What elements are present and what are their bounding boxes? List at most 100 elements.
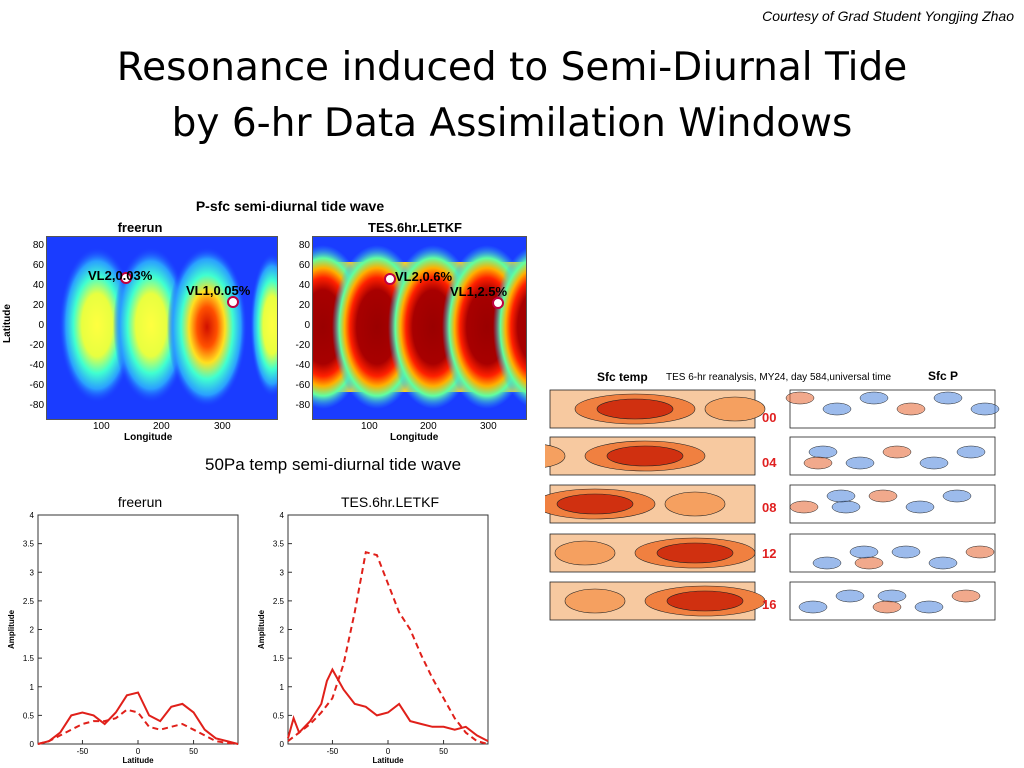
ytick: -80 xyxy=(29,400,44,411)
y-tick-label: 3 xyxy=(280,568,285,577)
sfc-temp-blob xyxy=(564,588,626,614)
y-tick-label: 2 xyxy=(30,626,35,635)
x-tick-label: 0 xyxy=(386,747,391,756)
temp-left-title: freerun xyxy=(117,494,163,510)
psfc-left-xlabel: Longitude xyxy=(124,432,173,443)
y-tick-label: 3.5 xyxy=(273,540,285,549)
hour-label: 16 xyxy=(762,597,777,612)
sfc-temp-core xyxy=(556,493,634,515)
temp-right-title: TES.6hr.LETKF xyxy=(340,494,440,510)
y-axis-label: Amplitude xyxy=(257,609,266,649)
psfc-right-xlabel: Longitude xyxy=(390,432,439,443)
slide-title: Resonance induced to Semi-Diurnal Tide b… xyxy=(0,40,1024,152)
x-tick-label: -50 xyxy=(77,747,89,756)
sfc-p-blob xyxy=(970,402,1000,416)
psfc-header: P-sfc semi-diurnal tide wave xyxy=(195,198,385,214)
sfc-p-blob xyxy=(965,545,995,559)
psfc-ylabel: Latitude xyxy=(1,304,13,343)
psfc-left-vl2: VL2,0.03% xyxy=(88,268,153,283)
reanalysis-grid xyxy=(504,382,1000,628)
sfc-p-panel xyxy=(789,389,996,429)
ytick: -60 xyxy=(29,380,44,391)
hour-label: 00 xyxy=(762,410,777,425)
y-tick-label: 2.5 xyxy=(273,597,285,606)
sfc-p-blob xyxy=(789,500,819,514)
temp-freerun-plot: 4 3.5 3 2.5 2 1.5 1 0.5 0 -50 0 50 Latitude Amplitude xyxy=(7,511,239,765)
sfc-p-blob xyxy=(872,600,902,614)
y-tick-label: 4 xyxy=(280,511,285,520)
letkf-series-dashed-line xyxy=(287,550,489,745)
sfc-p-blob xyxy=(822,402,852,416)
psfc-right-vl1: VL1,2.5% xyxy=(450,284,508,299)
sfc-p-blob xyxy=(942,489,972,503)
ytick: -60 xyxy=(295,380,310,391)
psfc-right-title: TES.6hr.LETKF xyxy=(368,220,462,235)
hour-label: 04 xyxy=(762,455,777,470)
sfc-p-blob xyxy=(933,391,963,405)
sfc-p-blob xyxy=(914,600,944,614)
xtick: 300 xyxy=(214,421,231,432)
ytick: 40 xyxy=(298,280,310,291)
sfc-p-label: Sfc P xyxy=(928,369,959,383)
xtick: 200 xyxy=(420,421,437,432)
letkf-series-solid-line xyxy=(287,667,489,742)
y-tick-label: 1.5 xyxy=(23,654,35,663)
y-tick-label: 4 xyxy=(30,511,35,520)
ytick: 80 xyxy=(32,240,44,251)
ytick: -40 xyxy=(295,360,310,371)
sfc-p-blob xyxy=(812,556,842,570)
sfc-p-blob xyxy=(798,600,828,614)
sfc-p-blob xyxy=(831,500,861,514)
x-tick-label: 50 xyxy=(189,747,198,756)
hour-label: 12 xyxy=(762,546,777,561)
hour-label: 08 xyxy=(762,500,777,515)
reanalysis-grid-svg xyxy=(504,389,1000,621)
sfc-temp-core xyxy=(606,445,684,467)
sfc-temp-blob xyxy=(704,396,766,422)
sfc-p-blob xyxy=(877,589,907,603)
xtick: 300 xyxy=(480,421,497,432)
x-tick-label: 0 xyxy=(136,747,141,756)
sfc-temp-core xyxy=(656,542,734,564)
x-axis-label: Latitude xyxy=(372,756,404,765)
ytick: 60 xyxy=(298,260,310,271)
sfc-p-blob xyxy=(849,545,879,559)
xtick: 100 xyxy=(93,421,110,432)
y-tick-label: 2 xyxy=(280,626,285,635)
sfc-temp-label: Sfc temp xyxy=(597,370,648,384)
temp-letkf-plot: 4 3.5 3 2.5 2 1.5 1 0.5 0 -50 0 50 Latitude Amplitude xyxy=(257,511,489,765)
psfc-right-vl2: VL2,0.6% xyxy=(395,269,453,284)
ytick: 60 xyxy=(32,260,44,271)
sfc-p-blob xyxy=(845,456,875,470)
freerun-series-dashed-line xyxy=(37,708,239,745)
x-tick-label: 50 xyxy=(439,747,448,756)
y-tick-label: 0 xyxy=(30,740,35,749)
xtick: 200 xyxy=(153,421,170,432)
y-tick-label: 3.5 xyxy=(23,540,35,549)
y-tick-label: 1 xyxy=(30,683,35,692)
psfc-freerun-svg xyxy=(47,237,294,419)
reanalysis-caption: TES 6-hr reanalysis, MY24, day 584,unive… xyxy=(666,372,892,383)
ytick: -20 xyxy=(295,340,310,351)
sfc-p-blob xyxy=(826,489,856,503)
sfc-p-blob xyxy=(808,445,838,459)
psfc-freerun-map xyxy=(46,236,294,420)
sfc-p-blob xyxy=(956,445,986,459)
sfc-p-blob xyxy=(919,456,949,470)
sfc-temp-core xyxy=(596,398,674,420)
sfc-p-blob xyxy=(891,545,921,559)
ytick: -40 xyxy=(29,360,44,371)
sfc-temp-blob xyxy=(664,491,726,517)
freerun-plot-frame xyxy=(37,514,239,745)
ytick: 20 xyxy=(32,300,44,311)
ytick: -20 xyxy=(29,340,44,351)
temp-chart-svg: 4 3.5 3 2.5 2 1.5 1 0.5 0 -50 0 50 Latitude Amplitude… xyxy=(7,511,489,765)
y-axis-label: Amplitude xyxy=(7,609,16,649)
sfc-p-blob xyxy=(854,556,884,570)
ytick: 20 xyxy=(298,300,310,311)
y-tick-label: 0.5 xyxy=(23,711,35,720)
y-tick-label: 2.5 xyxy=(23,597,35,606)
y-tick-label: 3 xyxy=(30,568,35,577)
sfc-p-blob xyxy=(882,445,912,459)
sfc-p-blob xyxy=(859,391,889,405)
